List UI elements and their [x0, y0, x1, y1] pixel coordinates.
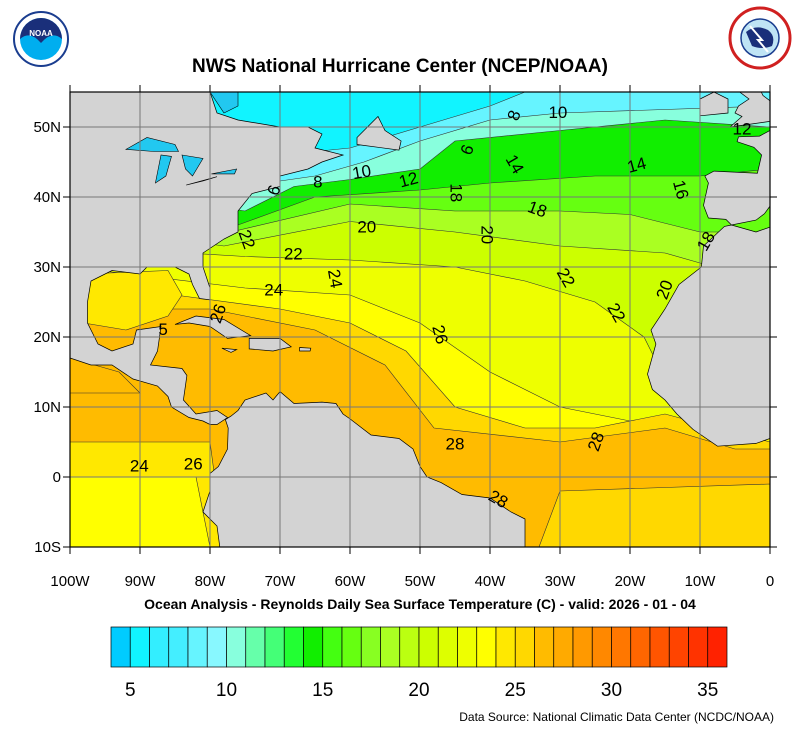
south-america-land — [202, 391, 526, 547]
contour-label: 22 — [284, 245, 303, 264]
x-tick-label: 70W — [265, 573, 297, 590]
contour-label: 12 — [733, 119, 752, 138]
x-tick-label: 60W — [335, 573, 367, 590]
colorbar-swatch — [245, 626, 266, 668]
y-tick-label: 0 — [53, 469, 61, 486]
lake — [124, 137, 179, 152]
colorbar-swatch — [360, 626, 381, 668]
x-tick-label: 0 — [766, 573, 774, 590]
colorbar-swatch — [303, 626, 324, 668]
colorbar-swatch — [534, 626, 555, 668]
colorbar-swatch — [591, 626, 612, 668]
y-tick-label: 40N — [33, 189, 61, 206]
colorbar-swatch — [668, 626, 689, 668]
contour-label: 24 — [264, 280, 283, 299]
colorbar-swatch — [129, 626, 150, 668]
colorbar-label: 5 — [125, 680, 136, 700]
colorbar-swatch — [149, 626, 170, 668]
nws-logo — [728, 6, 792, 70]
x-tick-label: 50W — [405, 573, 437, 590]
colorbar-swatch — [437, 626, 458, 668]
colorbar-swatch — [226, 626, 247, 668]
contour-label: 26 — [184, 455, 203, 474]
colorbar-label: 15 — [312, 680, 333, 700]
colorbar-swatch — [688, 626, 709, 668]
colorbar-swatch — [630, 626, 651, 668]
contour-label: 20 — [477, 225, 496, 244]
jamaica-land — [221, 347, 238, 353]
contour-label: 26 — [428, 323, 451, 346]
y-tick-label: 10S — [34, 539, 61, 556]
data-source: Data Source: National Climatic Data Cent… — [459, 710, 774, 724]
colorbar-label: 25 — [505, 680, 526, 700]
colorbar-label: 30 — [601, 680, 622, 700]
iberia-france-land — [703, 130, 770, 226]
colorbar-swatch — [399, 626, 420, 668]
x-tick-label: 30W — [545, 573, 577, 590]
contour-label: 10 — [548, 103, 567, 122]
contour-label: 20 — [357, 217, 376, 236]
north-america-land — [70, 92, 345, 425]
contour-label: 24 — [324, 268, 346, 290]
puerto-rico-land — [299, 347, 312, 352]
colorbar-swatch — [514, 626, 535, 668]
colorbar-label: 20 — [408, 680, 429, 700]
sst-region — [538, 483, 770, 547]
y-tick-label: 20N — [33, 329, 61, 346]
noaa-logo: NOAA — [13, 11, 69, 67]
x-tick-label: 10W — [685, 573, 717, 590]
colorbar-swatch — [649, 626, 670, 668]
colorbar-swatch — [206, 626, 227, 668]
contour-label: 28 — [446, 434, 465, 453]
colorbar-label: 10 — [216, 680, 237, 700]
x-tick-label: 90W — [125, 573, 157, 590]
contour-label: 18 — [447, 183, 466, 202]
colorbar-swatch — [476, 626, 497, 668]
colorbar-swatch — [322, 626, 343, 668]
contour-label: 8 — [313, 172, 322, 191]
chart-title: NWS National Hurricane Center (NCEP/NOAA… — [192, 56, 608, 77]
colorbar-swatch — [110, 626, 131, 668]
colorbar-swatch — [380, 626, 401, 668]
contour-label: 16 — [669, 178, 692, 201]
x-tick-label: 40W — [475, 573, 507, 590]
x-tick-label: 20W — [615, 573, 647, 590]
colorbar-swatch — [572, 626, 593, 668]
hispaniola-land — [248, 338, 293, 352]
contour-label: 12 — [397, 168, 420, 191]
newfoundland-land — [356, 115, 402, 151]
y-tick-label: 10N — [33, 399, 61, 416]
colorbar-swatch — [553, 626, 574, 668]
contour-label: 10 — [351, 161, 373, 183]
colorbar-swatch — [418, 626, 439, 668]
contour-label: 14 — [625, 154, 648, 177]
svg-text:NOAA: NOAA — [29, 29, 53, 38]
lake — [181, 154, 204, 177]
colorbar-swatch — [187, 626, 208, 668]
x-tick-label: 100W — [50, 573, 90, 590]
colorbar: 5 10 15 20 25 30 35 — [110, 626, 728, 700]
map-subtitle: Ocean Analysis - Reynolds Daily Sea Surf… — [144, 596, 696, 612]
colorbar-swatch — [264, 626, 285, 668]
great-britain-land — [728, 92, 770, 128]
colorbar-swatch — [707, 626, 728, 668]
y-tick-label: 50N — [33, 119, 61, 136]
colorbar-label: 35 — [697, 680, 718, 700]
lake — [211, 168, 238, 175]
colorbar-swatch — [341, 626, 362, 668]
colorbar-swatch — [283, 626, 304, 668]
lake — [154, 154, 172, 184]
y-tick-label: 30N — [33, 259, 61, 276]
x-tick-label: 80W — [195, 573, 227, 590]
colorbar-swatch — [168, 626, 189, 668]
colorbar-swatch — [457, 626, 478, 668]
contour-label: 24 — [130, 457, 149, 476]
colorbar-swatch — [611, 626, 632, 668]
colorbar-swatch — [495, 626, 516, 668]
contour-label: 5 — [158, 320, 167, 339]
lake — [209, 92, 239, 114]
